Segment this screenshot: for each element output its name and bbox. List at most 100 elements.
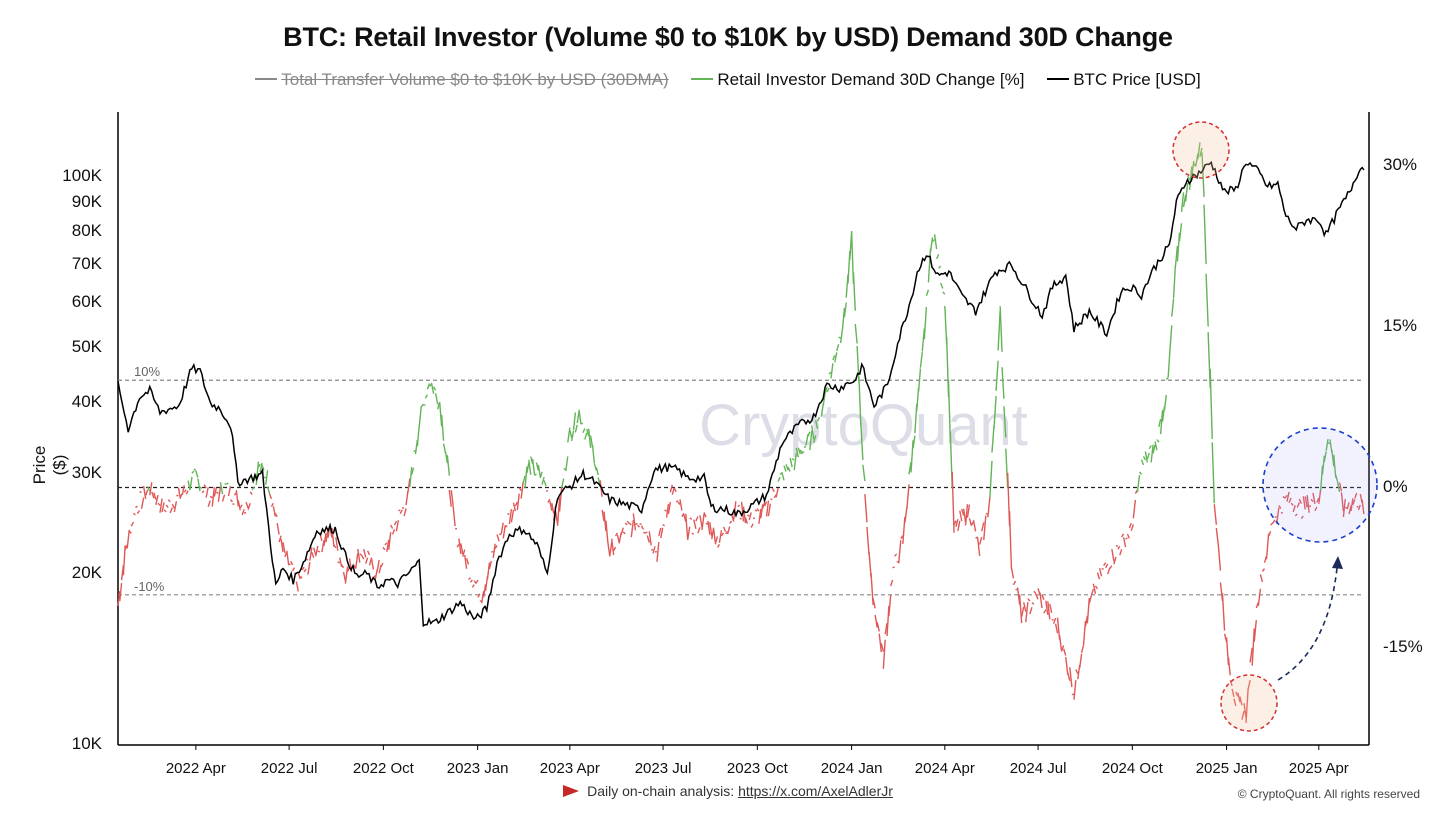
demand-line-segment [789,457,793,468]
demand-line-segment [1159,409,1164,435]
demand-line-segment [135,505,138,509]
demand-line-segment [729,520,733,524]
right-tick-label: 0% [1383,476,1408,496]
demand-line-segment [1265,533,1270,560]
demand-line-segment [342,571,347,582]
demand-line-segment [255,461,260,485]
demand-line-segment [309,547,313,561]
demand-line-segment [760,504,764,519]
demand-line-segment [448,489,452,507]
demand-line-segment [545,489,549,492]
demand-line-segment [1247,680,1251,690]
demand-line-segment [1029,607,1033,615]
demand-line-segment [549,500,553,511]
legend-item-btc-price[interactable]: BTC Price [USD] [1047,70,1201,90]
legend-item-transfer-volume[interactable]: Total Transfer Volume $0 to $10K by USD … [255,70,669,90]
demand-line-segment [1193,163,1197,167]
demand-line-segment [908,461,912,475]
x-tick-label: 2023 Apr [539,760,600,777]
demand-line-segment [193,468,197,472]
demand-line-segment [1189,166,1193,190]
demand-line-segment [241,509,245,516]
demand-line-segment [635,522,638,526]
demand-line-segment [299,575,303,579]
demand-line-segment [737,504,741,508]
demand-line-segment [405,490,409,506]
demand-line-segment [693,519,697,530]
demand-line-segment [1039,592,1043,609]
demand-line-segment [500,522,504,535]
demand-line-segment [942,291,946,295]
demand-line-segment [1156,439,1160,443]
demand-line-segment [570,430,575,442]
demand-line-segment [1163,394,1168,411]
demand-line-segment [665,503,670,518]
demand-line-segment [1342,498,1346,518]
demand-line-segment [838,336,841,339]
demand-line-segment [744,517,749,524]
demand-line-segment [906,484,910,510]
demand-line-segment [758,508,762,524]
demand-line-segment [1033,590,1037,595]
demand-line-segment [398,509,401,512]
demand-line-segment [822,391,826,406]
demand-line-segment [1080,645,1085,654]
demand-line-segment [785,464,789,471]
demand-line-segment [1314,506,1318,512]
demand-line-segment [586,428,590,437]
demand-line-segment [565,456,569,472]
demand-line-segment [1284,494,1288,499]
demand-line-segment [1167,349,1171,378]
legend-item-retail-demand[interactable]: Retail Investor Demand 30D Change [%] [691,70,1024,90]
demand-line-segment [1054,623,1059,634]
footer-link[interactable]: https://x.com/AxelAdlerJr [738,783,893,799]
demand-line-segment [927,248,932,283]
demand-line-segment [626,520,630,524]
demand-line-segment [961,508,965,516]
demand-line-segment [1306,495,1310,513]
demand-line-segment [843,302,847,318]
demand-line-segment [611,538,615,556]
demand-line-segment [1361,499,1365,515]
demand-line-segment [699,515,703,528]
demand-line-segment [809,430,813,451]
demand-line-segment [1060,645,1065,652]
demand-line-segment [1117,545,1121,550]
demand-line-segment [463,554,468,569]
demand-line-segment [1126,533,1131,539]
demand-line-segment [361,555,365,560]
demand-line-segment [1020,606,1025,617]
demand-line-segment [203,484,207,489]
y-tick-label: 90K [71,191,102,211]
demand-line-segment [171,503,175,509]
x-tick-label: 2022 Oct [352,760,414,777]
demand-line-segment [243,511,247,514]
demand-line-segment [681,512,685,518]
demand-line-segment [263,476,267,479]
demand-line-segment [1354,492,1358,499]
footer: Daily on-chain analysis: https://x.com/A… [0,783,1456,799]
demand-line-segment [747,514,750,517]
demand-line-segment [471,584,475,588]
demand-line-segment [1146,452,1150,460]
demand-line-segment [1069,667,1073,688]
demand-line-segment [622,531,626,535]
demand-line-segment [1001,367,1005,399]
demand-line-segment [959,510,963,522]
demand-line-segment [558,487,563,512]
demand-line-segment [921,328,926,352]
demand-line-segment [492,543,496,559]
peak-highlight-circle [1172,121,1230,179]
demand-line-segment [567,427,571,443]
demand-line-segment [731,514,735,522]
demand-line-segment [935,253,940,260]
demand-line-segment [268,493,273,500]
demand-line-segment [149,482,153,496]
demand-line-segment [858,376,862,426]
demand-line-segment [507,513,510,516]
demand-line-segment [278,535,282,543]
demand-line-segment [1098,567,1103,577]
demand-line-segment [1302,496,1306,510]
demand-line-segment [830,363,834,379]
